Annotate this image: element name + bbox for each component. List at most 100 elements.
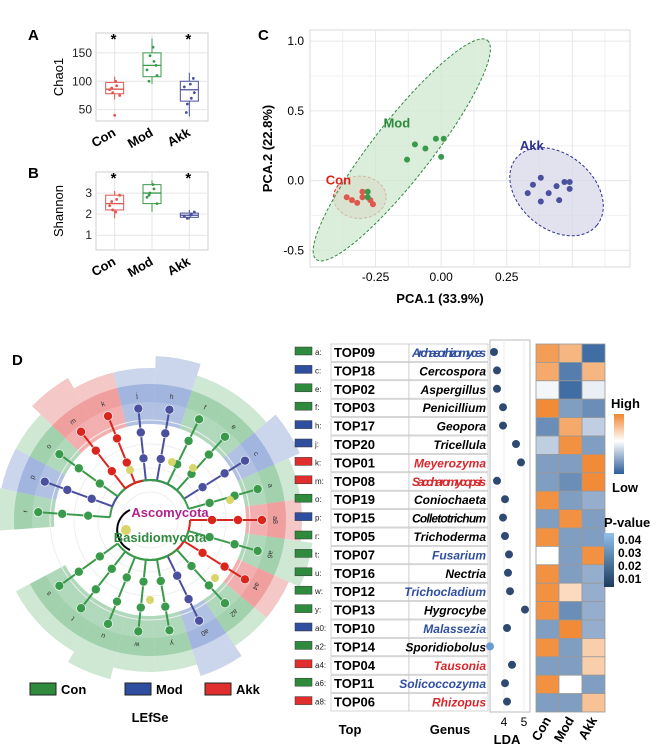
clade-node <box>54 449 65 459</box>
x-tick-label: Akk <box>165 124 194 149</box>
clade-inner-sector <box>16 456 66 501</box>
clade-id-label: a4 <box>250 581 260 591</box>
lda-tick-label: 5 <box>521 715 528 729</box>
genus-label: Tausonia <box>434 659 487 673</box>
clade-node <box>76 426 86 437</box>
heat-cell <box>558 546 583 566</box>
x-tick-label: Con <box>89 125 118 151</box>
genus-label: Fusarium <box>432 548 486 562</box>
branch <box>155 559 171 631</box>
caption-lefse: LEfSe <box>132 710 169 725</box>
clade-id-label: a8 <box>271 516 278 524</box>
heat-cell <box>535 509 560 529</box>
group-swatch <box>294 457 313 466</box>
genus-cell <box>408 601 489 620</box>
clade-code: h: <box>315 422 322 431</box>
heat-column-label: Con <box>528 714 554 743</box>
top-label: TOP11 <box>334 676 374 691</box>
heat-cell <box>581 693 606 713</box>
ellipse-akk <box>509 147 604 237</box>
clade-node <box>204 498 215 508</box>
clade-node <box>95 551 105 562</box>
clade-node <box>172 570 182 581</box>
heat-cell <box>558 472 583 492</box>
annotation-akk: Akk <box>520 138 545 153</box>
top-label: TOP03 <box>334 400 375 415</box>
ring <box>121 491 179 549</box>
heat-cell <box>581 398 606 419</box>
heat-legend-bar <box>614 414 624 474</box>
data-point <box>108 88 112 92</box>
clade-code: p: <box>315 514 322 523</box>
heat-cell <box>535 674 560 695</box>
clade-node <box>204 580 214 591</box>
box-con <box>105 81 125 95</box>
data-point <box>155 202 159 206</box>
genus-label: Malassezia <box>423 622 486 636</box>
branch <box>58 542 119 587</box>
clade-node <box>91 584 101 595</box>
heat-cell <box>558 453 583 474</box>
point-akk <box>566 185 573 192</box>
heat-cell <box>581 656 606 676</box>
data-point <box>114 79 118 83</box>
clade-node <box>136 427 146 438</box>
clade-node <box>39 476 50 487</box>
genus-cell <box>408 509 489 528</box>
top-label: TOP13 <box>334 603 375 618</box>
heat-cell <box>535 435 560 455</box>
point-akk <box>553 183 560 190</box>
heat-cell <box>581 564 606 584</box>
x-tick-label: -0.25 <box>362 270 390 284</box>
y-tick-label: 150 <box>72 46 92 60</box>
lda-point <box>493 366 501 375</box>
point-con <box>369 201 376 208</box>
data-point <box>154 63 158 67</box>
panel-label-a: A <box>28 27 39 44</box>
lda-point <box>499 421 507 430</box>
clade-node <box>257 515 267 525</box>
clade-node-neutral <box>211 574 219 582</box>
heat-cell <box>558 509 583 529</box>
clade-code: j: <box>314 440 319 449</box>
clade-inner-sector <box>179 599 227 650</box>
group-swatch <box>294 549 313 558</box>
x-tick-label: 0.00 <box>429 270 453 284</box>
data-point <box>185 216 189 220</box>
data-point <box>151 183 155 187</box>
heat-cell <box>581 601 606 621</box>
clade-node <box>136 602 146 613</box>
clade-node <box>76 603 86 614</box>
panel-label-d: D <box>12 352 23 369</box>
clade-code: e: <box>315 385 322 394</box>
group-swatch <box>294 438 313 448</box>
clade-id-label: c <box>252 451 260 458</box>
pvalue-tick-label: 0.04 <box>618 533 642 547</box>
clade-node <box>197 482 208 492</box>
heat-cell <box>558 435 583 455</box>
legend-high: High <box>611 396 640 411</box>
branch <box>166 555 200 622</box>
y-tick-label: 50 <box>79 103 93 117</box>
top-label: TOP19 <box>334 492 375 507</box>
branch-arc <box>134 479 143 484</box>
data-point <box>182 85 186 89</box>
panel-label-b: B <box>28 165 39 182</box>
genus-cell <box>408 564 489 583</box>
genus-cell <box>408 398 489 417</box>
clade-id-label: r <box>22 509 29 512</box>
clade-node <box>33 507 44 517</box>
clade-node <box>183 436 194 446</box>
point-akk <box>537 174 544 181</box>
top-label: TOP02 <box>334 382 375 397</box>
heat-cell <box>535 361 560 382</box>
column-header-lda: LDA <box>494 732 521 747</box>
clade-node <box>229 539 240 550</box>
lda-tick-label: 4 <box>501 715 508 729</box>
y-axis-label: Shannon <box>51 185 66 237</box>
heat-cell <box>535 601 560 621</box>
top-label: TOP17 <box>334 419 375 434</box>
x-tick-label: Con <box>89 254 118 280</box>
data-point <box>191 77 195 80</box>
lda-point <box>501 679 509 688</box>
